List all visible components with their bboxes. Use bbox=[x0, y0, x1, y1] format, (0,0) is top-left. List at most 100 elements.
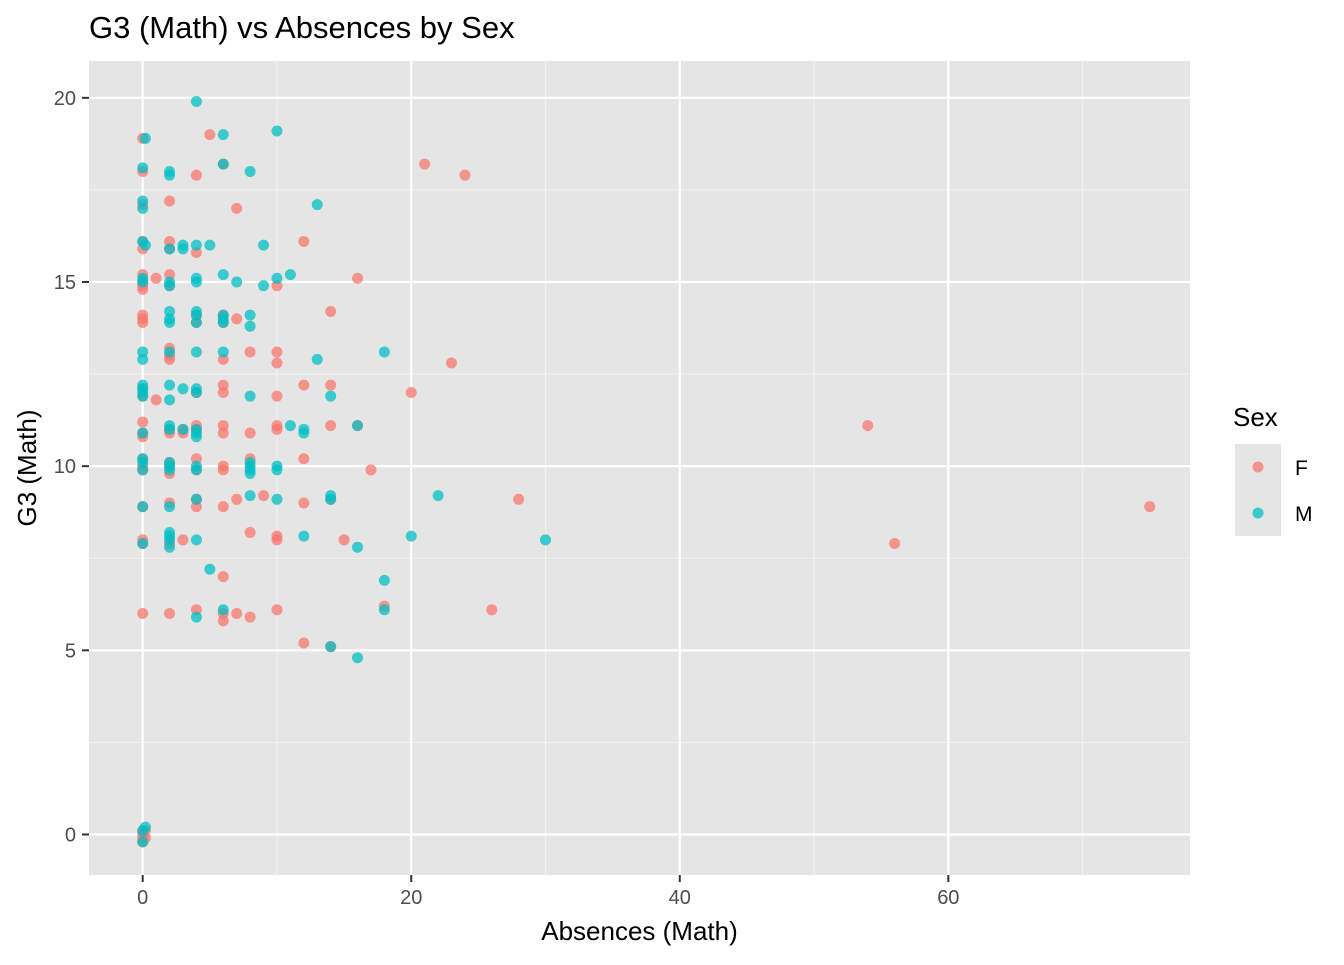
data-point bbox=[298, 530, 310, 542]
data-point bbox=[231, 202, 243, 214]
data-point bbox=[244, 490, 256, 502]
data-point bbox=[177, 534, 189, 546]
data-point bbox=[1144, 501, 1156, 513]
data-point bbox=[217, 317, 229, 329]
data-point bbox=[298, 379, 310, 391]
data-point bbox=[217, 604, 229, 616]
data-point bbox=[139, 132, 151, 144]
data-point bbox=[486, 604, 498, 616]
data-point bbox=[137, 416, 149, 428]
data-point bbox=[244, 390, 256, 402]
data-point bbox=[164, 394, 176, 406]
data-point bbox=[513, 493, 525, 505]
data-point bbox=[244, 320, 256, 332]
data-point bbox=[325, 420, 337, 432]
data-point bbox=[405, 386, 417, 398]
data-point bbox=[271, 272, 283, 284]
data-point bbox=[137, 836, 149, 848]
legend-label: M bbox=[1295, 503, 1313, 526]
y-axis-title: G3 (Math) bbox=[12, 409, 42, 526]
data-point bbox=[244, 526, 256, 538]
data-point bbox=[298, 235, 310, 247]
y-tick-label: 0 bbox=[65, 824, 76, 846]
data-point bbox=[190, 534, 202, 546]
data-point bbox=[164, 607, 176, 619]
data-point bbox=[137, 202, 149, 214]
data-point bbox=[271, 346, 283, 358]
data-point bbox=[217, 615, 229, 627]
data-point bbox=[298, 637, 310, 649]
data-point bbox=[164, 280, 176, 292]
data-point bbox=[244, 165, 256, 177]
data-point bbox=[150, 394, 162, 406]
data-point bbox=[378, 604, 390, 616]
data-point bbox=[365, 464, 377, 476]
data-point bbox=[271, 464, 283, 476]
data-point bbox=[137, 427, 149, 439]
data-point bbox=[338, 534, 350, 546]
data-point bbox=[137, 607, 149, 619]
data-point bbox=[231, 276, 243, 288]
x-axis: 0 20 40 60 bbox=[137, 875, 959, 909]
data-point bbox=[325, 641, 337, 653]
data-point bbox=[190, 276, 202, 288]
data-point bbox=[298, 497, 310, 509]
data-point bbox=[244, 468, 256, 480]
data-point bbox=[352, 652, 364, 664]
x-tick-label: 0 bbox=[137, 887, 148, 909]
data-point bbox=[889, 538, 901, 550]
data-point bbox=[177, 243, 189, 255]
data-point bbox=[137, 162, 149, 174]
data-point bbox=[137, 317, 149, 329]
data-point bbox=[231, 313, 243, 325]
data-point bbox=[217, 427, 229, 439]
legend-keys: FM bbox=[1235, 444, 1313, 536]
data-point bbox=[325, 390, 337, 402]
data-point bbox=[204, 563, 216, 575]
data-point bbox=[231, 493, 243, 505]
data-point bbox=[177, 423, 189, 435]
data-point bbox=[217, 571, 229, 583]
data-point bbox=[217, 129, 229, 141]
data-point bbox=[325, 305, 337, 317]
data-point bbox=[258, 280, 270, 292]
data-point bbox=[164, 169, 176, 181]
data-point bbox=[271, 125, 283, 137]
data-point bbox=[298, 427, 310, 439]
data-point bbox=[137, 276, 149, 288]
data-point bbox=[137, 390, 149, 402]
data-point bbox=[311, 353, 323, 365]
data-point bbox=[137, 353, 149, 365]
data-point bbox=[271, 390, 283, 402]
data-point bbox=[139, 239, 151, 251]
data-point bbox=[862, 420, 874, 432]
data-point bbox=[190, 96, 202, 108]
data-point bbox=[164, 346, 176, 358]
data-point bbox=[258, 239, 270, 251]
data-point bbox=[244, 611, 256, 623]
data-point bbox=[311, 199, 323, 211]
points-layer bbox=[137, 96, 1156, 848]
legend: Sex FM bbox=[1233, 402, 1313, 536]
minor-grid bbox=[89, 61, 1190, 875]
data-point bbox=[284, 269, 296, 281]
data-point bbox=[190, 169, 202, 181]
data-point bbox=[164, 195, 176, 207]
data-point bbox=[137, 538, 149, 550]
data-point bbox=[540, 534, 552, 546]
data-point bbox=[190, 611, 202, 623]
x-axis-title: Absences (Math) bbox=[541, 916, 738, 946]
data-point bbox=[190, 431, 202, 443]
data-point bbox=[139, 821, 151, 833]
data-point bbox=[204, 129, 216, 141]
data-point bbox=[164, 243, 176, 255]
data-point bbox=[446, 357, 458, 369]
y-tick-label: 15 bbox=[54, 272, 76, 294]
y-tick-label: 20 bbox=[54, 88, 76, 110]
legend-key-F bbox=[1252, 461, 1264, 473]
data-point bbox=[190, 239, 202, 251]
data-point bbox=[164, 501, 176, 513]
data-point bbox=[298, 453, 310, 465]
data-point bbox=[325, 379, 337, 391]
